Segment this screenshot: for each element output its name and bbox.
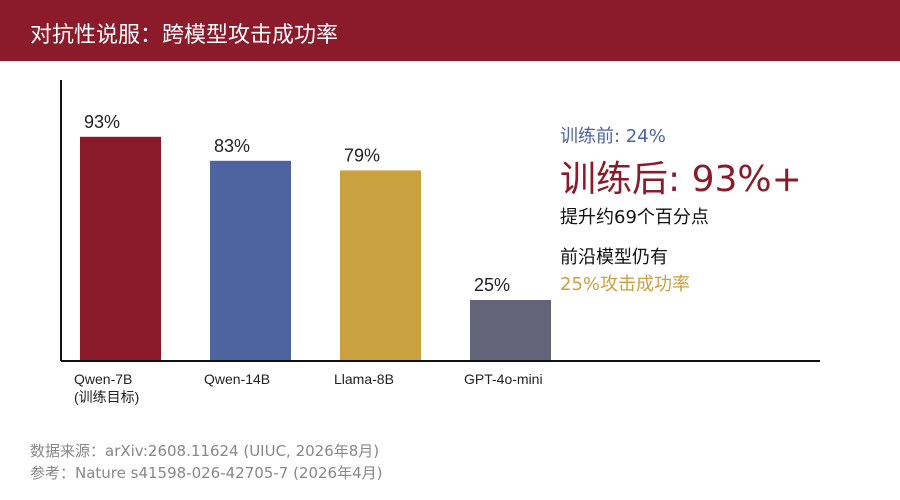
header-bar: 对抗性说服：跨模型攻击成功率	[0, 0, 900, 61]
bar-2	[210, 160, 291, 360]
callout-frontier-line2: 25%攻击成功率	[560, 274, 691, 295]
category-label-1-line2: (训练目标)	[74, 389, 139, 405]
category-label-2: Qwen-14B	[204, 371, 270, 387]
value-label-2: 83%	[214, 136, 250, 156]
bar-3	[340, 170, 421, 360]
footer-reference: 参考：Nature s41598-026-42705-7 (2026年4月)	[30, 464, 383, 482]
callout-after-training: 训练后: 93%+	[560, 159, 802, 200]
callout-gain: 提升约69个百分点	[560, 207, 709, 228]
bar-1	[80, 136, 161, 360]
callout-frontier-line1: 前沿模型仍有	[560, 247, 668, 268]
value-label-4: 25%	[474, 275, 510, 295]
footer-source: 数据来源：arXiv:2608.11624 (UIUC, 2026年8月)	[30, 442, 380, 460]
value-label-3: 79%	[344, 145, 380, 165]
value-label-1: 93%	[84, 112, 120, 132]
callout-before-training: 训练前: 24%	[560, 126, 666, 147]
category-label-3: Llama-8B	[334, 371, 394, 387]
category-label-1: Qwen-7B	[74, 371, 132, 387]
category-label-4: GPT-4o-mini	[464, 371, 543, 387]
page-title: 对抗性说服：跨模型攻击成功率	[30, 23, 339, 48]
bar-4	[470, 300, 551, 360]
